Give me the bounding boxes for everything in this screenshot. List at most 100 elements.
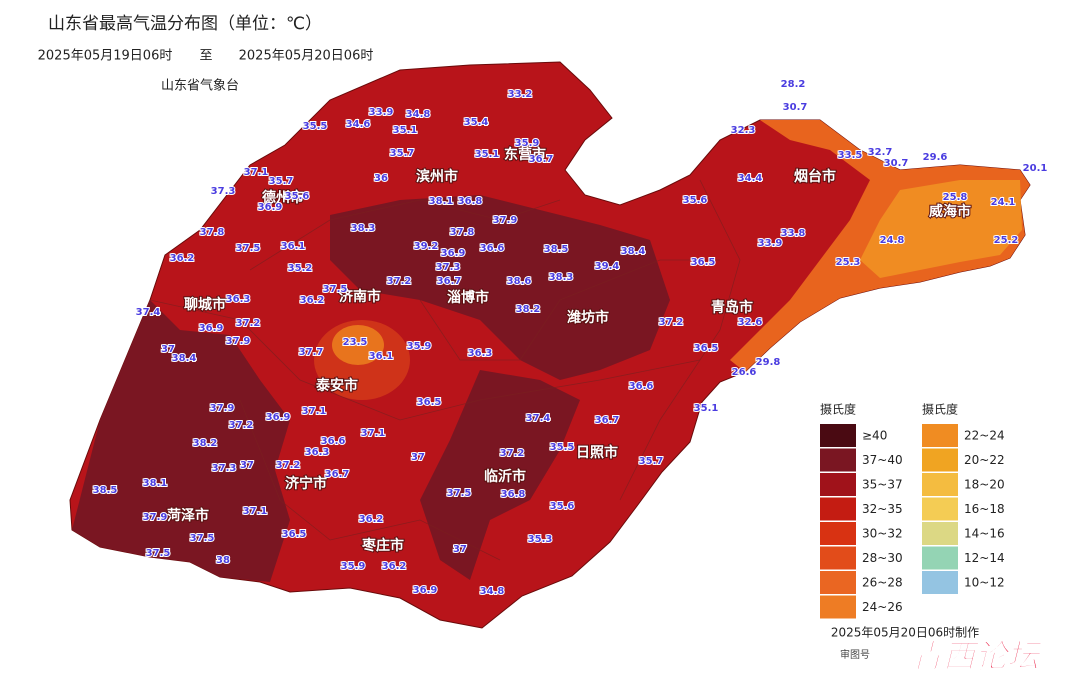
station-value: 38.1 bbox=[143, 478, 168, 489]
station-value: 37.2 bbox=[229, 420, 254, 431]
station-value: 36.6 bbox=[629, 381, 654, 392]
station-value: 37.9 bbox=[226, 336, 251, 347]
city-label: 东营市 bbox=[504, 146, 546, 163]
station-value: 37.9 bbox=[493, 215, 518, 226]
period-start: 2025年05月19日06时 bbox=[38, 49, 173, 64]
station-value: 37.7 bbox=[299, 347, 324, 358]
station-value: 37.3 bbox=[211, 186, 236, 197]
legend-label: 24~26 bbox=[862, 600, 903, 614]
hot-core-west bbox=[72, 300, 290, 582]
legend-swatch bbox=[820, 571, 856, 594]
city-label: 淄博市 bbox=[447, 289, 489, 306]
city-label: 威海市 bbox=[929, 203, 971, 220]
legend-label: 14~16 bbox=[964, 527, 1005, 541]
station-value: 35.3 bbox=[528, 534, 553, 545]
station-value: 34.8 bbox=[406, 109, 431, 120]
period-end: 2025年05月20日06时 bbox=[239, 49, 374, 64]
legend-label: 35~37 bbox=[862, 478, 903, 492]
legend-swatch bbox=[820, 595, 856, 619]
station-value: 25.2 bbox=[994, 235, 1019, 246]
station-value: 35.7 bbox=[269, 176, 294, 187]
station-value: 35.4 bbox=[464, 117, 489, 128]
station-value: 37.1 bbox=[361, 428, 386, 439]
station-value: 33.9 bbox=[758, 238, 783, 249]
border bbox=[249, 199, 561, 271]
city-label: 滨州市 bbox=[416, 168, 458, 185]
station-value: 23.5 bbox=[343, 337, 368, 348]
station-value: 32.7 bbox=[868, 147, 893, 158]
station-value: 38.4 bbox=[172, 353, 197, 364]
legend-swatch bbox=[922, 497, 958, 521]
station-value: 36.2 bbox=[300, 295, 325, 306]
station-value: 37.1 bbox=[244, 167, 269, 178]
city-label: 菏泽市 bbox=[167, 507, 209, 524]
legend-label: 26~28 bbox=[862, 576, 903, 590]
legend-swatch bbox=[922, 448, 958, 472]
border bbox=[619, 179, 741, 501]
station-value: 36.1 bbox=[369, 351, 394, 362]
station-value: 36.9 bbox=[266, 412, 291, 423]
legend-label: 18~20 bbox=[964, 478, 1005, 492]
station-value: 36.2 bbox=[382, 561, 407, 572]
station-value: 36.7 bbox=[325, 469, 350, 480]
legend-label: 12~14 bbox=[964, 551, 1005, 565]
legend-title: 摄氏度 bbox=[922, 402, 958, 417]
station-value: 37.1 bbox=[302, 406, 327, 417]
station-value: 37.9 bbox=[210, 403, 235, 414]
station-value: 36.5 bbox=[694, 343, 719, 354]
legend-swatch bbox=[922, 546, 958, 570]
city-label: 日照市 bbox=[576, 444, 618, 461]
station-value: 35.9 bbox=[341, 561, 366, 572]
station-value: 36.7 bbox=[529, 154, 554, 165]
legend-swatch bbox=[820, 497, 856, 521]
title: 山东省最高气温分布图（单位：℃） bbox=[48, 14, 322, 34]
legend-swatch bbox=[820, 473, 856, 496]
period-sep: 至 bbox=[199, 49, 212, 64]
station-value: 25.8 bbox=[943, 192, 968, 203]
station-value: 36.5 bbox=[691, 257, 716, 268]
legend-swatch bbox=[922, 522, 958, 545]
station-value: 37.2 bbox=[659, 317, 684, 328]
station-value: 36.9 bbox=[441, 248, 466, 259]
station-value: 37.4 bbox=[136, 307, 161, 318]
station-value: 35.1 bbox=[694, 403, 719, 414]
station-value: 35.9 bbox=[515, 138, 540, 149]
station-value: 37.5 bbox=[323, 284, 348, 295]
station-value: 38.6 bbox=[507, 276, 532, 287]
issuer: 山东省气象台 bbox=[161, 78, 239, 94]
station-value: 38.5 bbox=[544, 244, 569, 255]
station-value: 36.3 bbox=[305, 447, 330, 458]
city-label: 潍坊市 bbox=[567, 309, 609, 326]
station-value: 33.5 bbox=[838, 150, 863, 161]
station-value: 37 bbox=[411, 452, 425, 463]
station-value: 36.2 bbox=[170, 253, 195, 264]
station-value: 37 bbox=[161, 344, 175, 355]
city-label: 泰安市 bbox=[315, 377, 358, 394]
station-value: 36.3 bbox=[468, 348, 493, 359]
station-value: 35.5 bbox=[550, 442, 575, 453]
legend-label: 22~24 bbox=[964, 429, 1005, 443]
made-note: 2025年05月20日06时制作 bbox=[831, 626, 979, 640]
station-value: 38 bbox=[216, 555, 230, 566]
station-value: 38.2 bbox=[516, 304, 541, 315]
station-value: 36.6 bbox=[321, 436, 346, 447]
legend-label: 16~18 bbox=[964, 502, 1005, 516]
city-label: 青岛市 bbox=[711, 299, 753, 316]
station-value: 39.2 bbox=[414, 241, 439, 252]
station-value: 37 bbox=[240, 460, 254, 471]
border bbox=[419, 259, 720, 361]
station-value: 37.2 bbox=[500, 448, 525, 459]
station-value: 37 bbox=[453, 544, 467, 555]
station-value: 29.6 bbox=[923, 152, 948, 163]
station-value: 35.7 bbox=[390, 148, 415, 159]
station-value: 20.1 bbox=[1023, 163, 1048, 174]
station-value: 36.7 bbox=[595, 415, 620, 426]
station-value: 39.4 bbox=[595, 261, 620, 272]
watermark: 青西论坛 bbox=[911, 637, 1043, 675]
legend-swatch bbox=[922, 424, 958, 447]
station-value: 37.4 bbox=[526, 413, 551, 424]
station-value: 36.9 bbox=[199, 323, 224, 334]
city-label: 济宁市 bbox=[285, 475, 327, 492]
station-value: 34.4 bbox=[738, 173, 763, 184]
legend-swatch bbox=[922, 571, 958, 594]
